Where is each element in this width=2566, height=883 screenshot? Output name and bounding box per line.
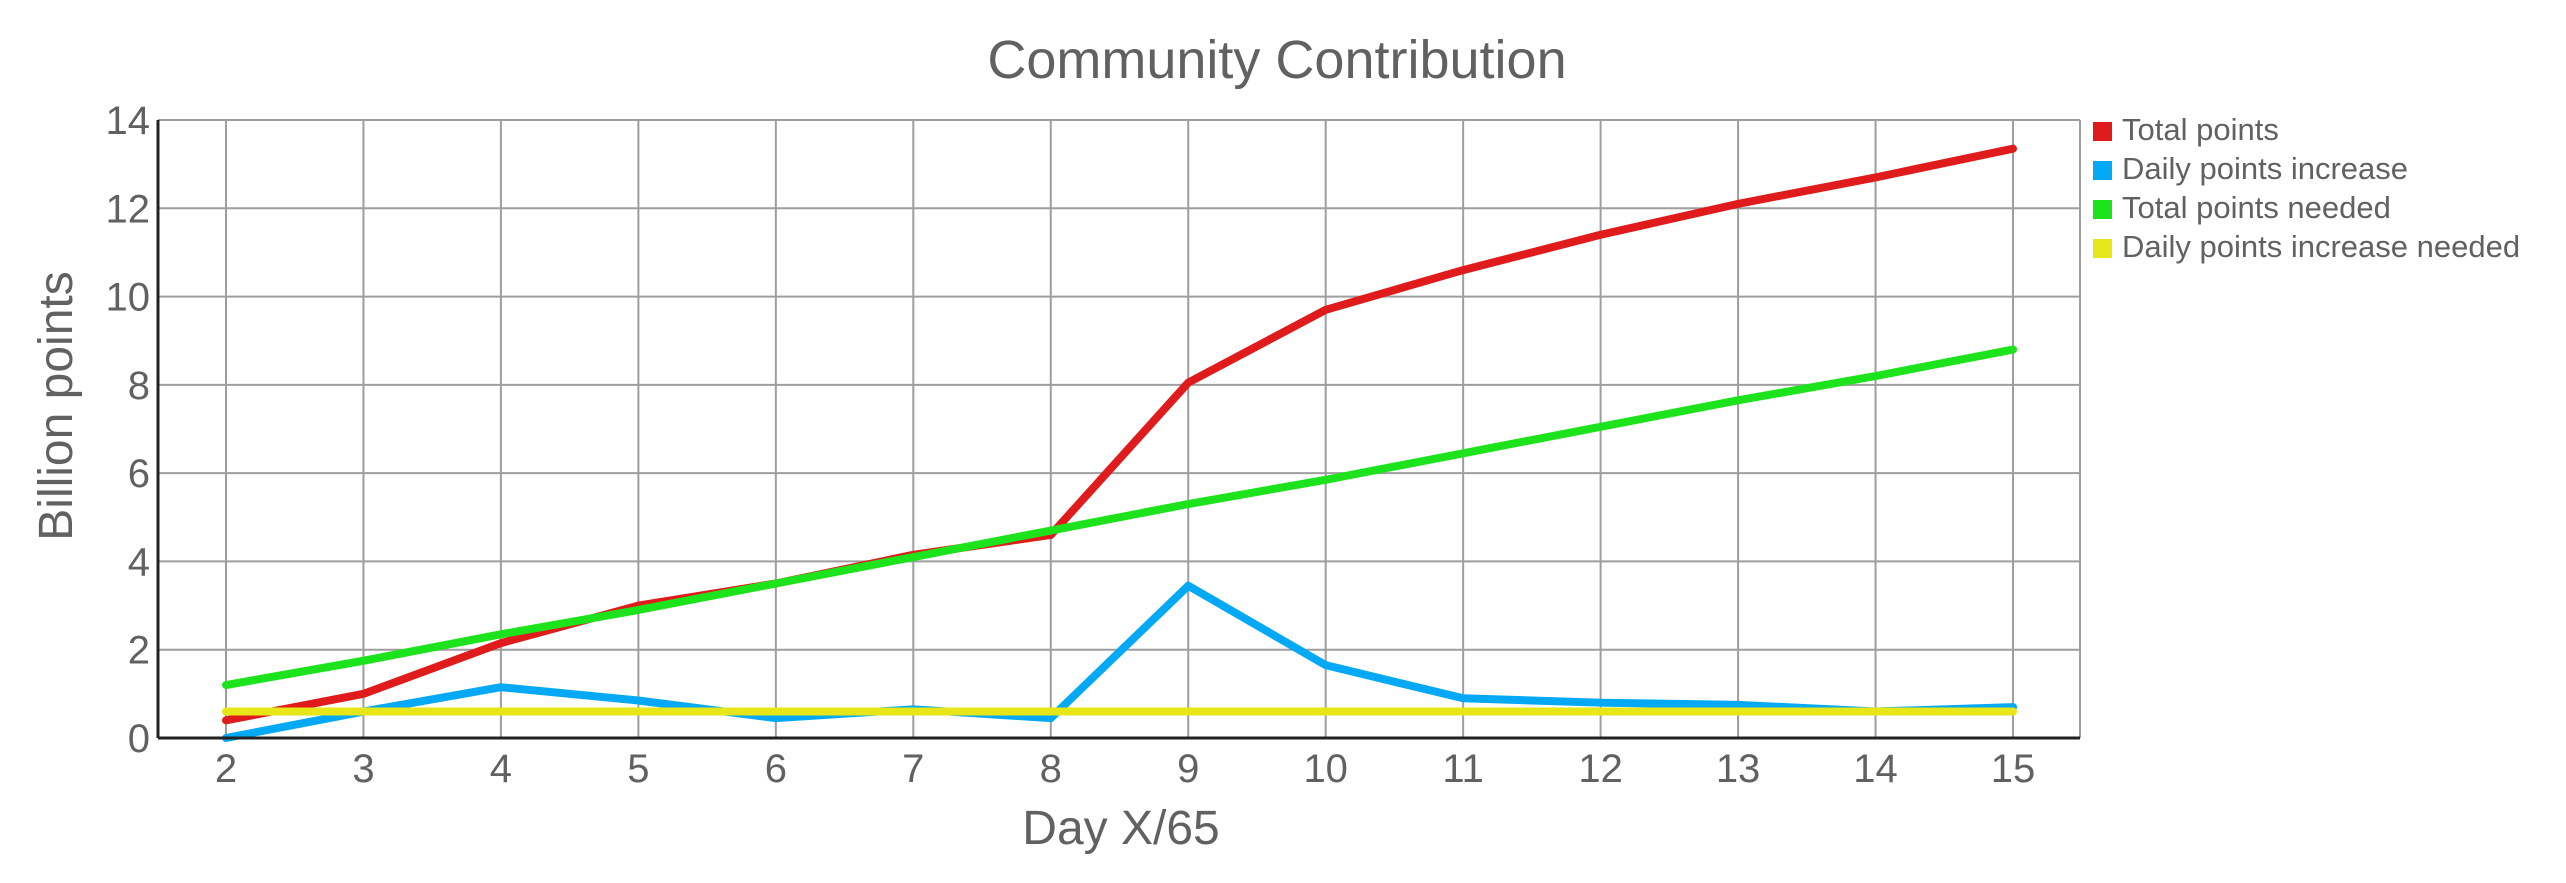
legend-swatch xyxy=(2093,122,2112,141)
x-tick-label: 3 xyxy=(352,747,374,791)
x-tick-label: 11 xyxy=(1442,747,1484,791)
chart-title: Community Contribution xyxy=(987,30,1566,90)
legend-swatch xyxy=(2093,200,2112,219)
x-tick-label: 14 xyxy=(1853,747,1898,791)
y-tick-label: 2 xyxy=(128,629,150,673)
x-tick-label: 13 xyxy=(1716,747,1761,791)
legend-label: Total points needed xyxy=(2122,190,2391,225)
legend: Total points Daily points increase Total p… xyxy=(2093,112,2520,264)
series-line-total-points-needed xyxy=(222,345,2017,690)
y-tick-label: 4 xyxy=(128,540,150,584)
y-tick-label: 8 xyxy=(128,364,150,408)
series-line-total-points xyxy=(222,144,2017,725)
y-tick-label: 12 xyxy=(106,187,151,231)
x-tick-label: 6 xyxy=(765,747,787,791)
legend-label: Total points xyxy=(2122,112,2279,147)
series-lines xyxy=(222,144,2017,742)
y-tick-label: 0 xyxy=(128,717,150,761)
x-axis-title: Day X/65 xyxy=(1022,802,1219,855)
legend-swatch xyxy=(2093,239,2112,258)
y-tick-labels: 0 2 4 6 8 10 12 14 xyxy=(106,99,151,761)
y-tick-label: 14 xyxy=(106,99,151,143)
axes xyxy=(156,120,2080,740)
legend-swatch xyxy=(2093,161,2112,180)
y-tick-label: 10 xyxy=(106,276,151,320)
x-tick-label: 9 xyxy=(1177,747,1199,791)
series-line-daily-points-increase xyxy=(222,581,2017,742)
y-tick-label: 6 xyxy=(128,452,150,496)
x-tick-label: 5 xyxy=(627,747,649,791)
x-tick-label: 10 xyxy=(1303,747,1348,791)
x-tick-label: 15 xyxy=(1991,747,2036,791)
legend-label: Daily points increase xyxy=(2122,151,2408,186)
legend-label: Daily points increase needed xyxy=(2122,229,2520,264)
x-tick-labels: 2 3 4 5 6 7 8 9 10 11 12 13 14 15 xyxy=(215,747,2035,791)
x-tick-label: 8 xyxy=(1040,747,1062,791)
x-tick-label: 7 xyxy=(902,747,924,791)
y-axis-title: Billion points xyxy=(30,271,83,540)
x-tick-label: 12 xyxy=(1578,747,1623,791)
x-tick-label: 4 xyxy=(490,747,512,791)
x-tick-label: 2 xyxy=(215,747,237,791)
